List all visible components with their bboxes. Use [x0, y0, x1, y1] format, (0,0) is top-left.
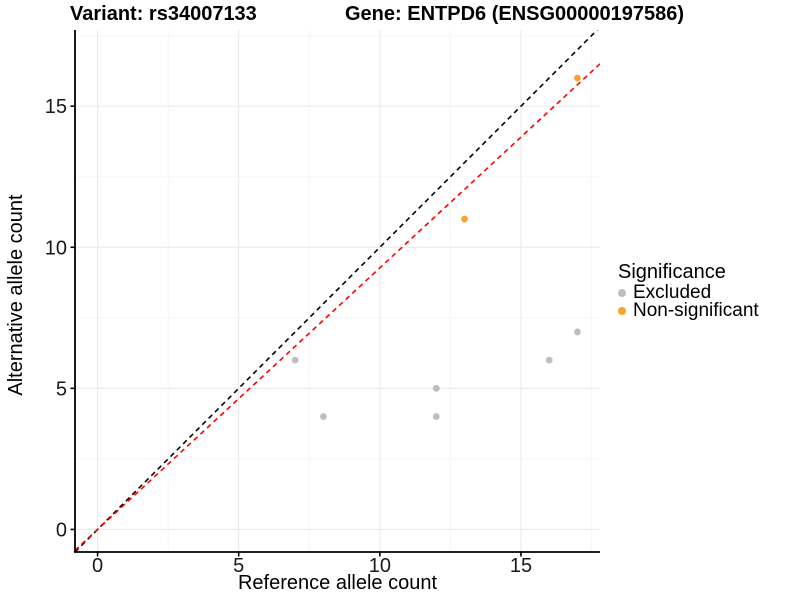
point-excluded — [319, 413, 327, 420]
point-excluded — [432, 384, 440, 392]
points-group — [291, 74, 581, 420]
point-excluded — [291, 356, 299, 364]
x-tick-label: 5 — [233, 555, 244, 577]
legend-item-label: Excluded — [633, 282, 712, 303]
x-axis-title: Reference allele count — [237, 572, 437, 594]
point-non-significant — [461, 215, 468, 223]
point-excluded — [432, 413, 440, 420]
point-excluded — [545, 356, 553, 364]
x-tick-label: 10 — [369, 555, 391, 577]
x-tick-label: 0 — [92, 555, 103, 577]
y-tick-label: 0 — [56, 519, 67, 541]
y-axis-title: Alternative allele count — [5, 194, 27, 396]
point-non-significant — [574, 74, 581, 82]
legend-item-excluded: Excluded — [618, 282, 759, 303]
identity-line — [75, 30, 599, 552]
reference-lines-group — [75, 30, 600, 552]
excluded-dot-icon — [618, 289, 626, 297]
plot-title-variant: Variant: rs34007133 — [70, 3, 257, 25]
y-tick-label: 10 — [45, 237, 67, 259]
expected-ratio-line — [75, 63, 600, 551]
legend: Significance Excluded Non-significant — [618, 261, 759, 321]
legend-item-non-significant: Non-significant — [618, 300, 759, 321]
point-excluded — [574, 328, 581, 336]
non-significant-dot-icon — [618, 307, 626, 315]
x-tick-label: 15 — [510, 555, 532, 577]
legend-item-label: Non-significant — [633, 300, 759, 321]
plot-title-gene: Gene: ENTPD6 (ENSG00000197586) — [345, 3, 685, 25]
y-tick-label: 5 — [56, 378, 67, 400]
y-tick-label: 15 — [45, 96, 67, 118]
legend-title: Significance — [618, 261, 726, 283]
